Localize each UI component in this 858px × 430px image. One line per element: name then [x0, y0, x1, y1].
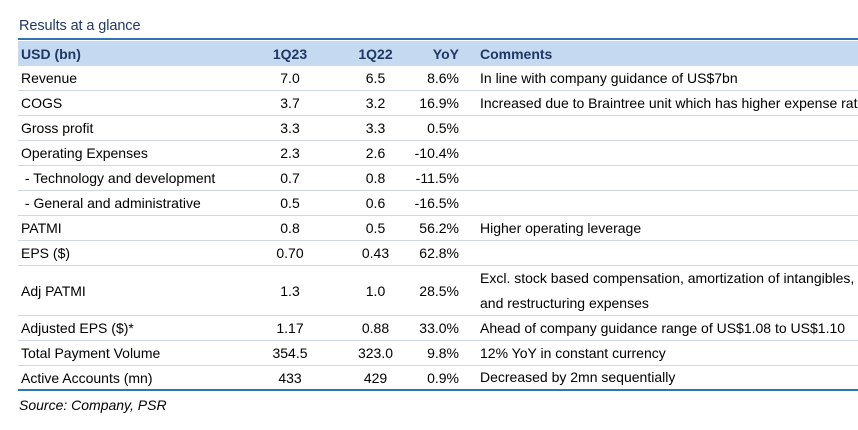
row-comment: Higher operating leverage [480, 219, 642, 236]
row-label: Operating Expenses [21, 145, 148, 161]
row-1q22: 0.6 [365, 195, 386, 211]
table-row: Operating Expenses 2.3 2.6 -10.4% [18, 141, 858, 166]
row-1q23: 3.3 [280, 120, 300, 136]
table-title: Results at a glance [19, 18, 141, 34]
row-label: Active Accounts (mn) [21, 369, 153, 386]
row-1q22: 3.2 [365, 95, 386, 111]
results-table: USD (bn) 1Q23 1Q22 YoY Comments Revenue … [18, 41, 858, 391]
row-1q23: 3.7 [280, 95, 300, 111]
row-1q22: 2.6 [365, 145, 386, 161]
row-1q23: 1.17 [276, 320, 304, 336]
row-yoy: 56.2% [419, 220, 459, 236]
row-yoy: 28.5% [419, 282, 459, 299]
row-label: Revenue [21, 70, 78, 86]
row-yoy: -10.4% [414, 145, 459, 161]
row-1q23: 0.5 [280, 195, 300, 211]
row-1q22: 429 [363, 369, 388, 386]
table-row: Revenue 7.0 6.5 8.6% In line with compan… [18, 66, 858, 91]
row-comment: Ahead of company guidance range of US$1.… [480, 319, 846, 336]
table-header: USD (bn) 1Q23 1Q22 YoY Comments [18, 41, 858, 66]
header-1q23: 1Q23 [272, 45, 308, 62]
row-yoy: 16.9% [419, 95, 459, 111]
row-1q23: 0.70 [276, 245, 304, 261]
row-1q22: 0.8 [365, 170, 386, 186]
row-yoy: 9.8% [427, 345, 459, 361]
table-row: Total Payment Volume 354.5 323.0 9.8% 12… [18, 341, 858, 366]
row-1q22: 1.0 [365, 282, 386, 299]
table-row: - Technology and development 0.7 0.8 -11… [18, 166, 858, 191]
table-row: PATMI 0.8 0.5 56.2% Higher operating lev… [18, 216, 858, 241]
row-1q23: 354.5 [272, 345, 308, 361]
table-row: Adj PATMI 1.3 1.0 28.5% Excl. stock base… [18, 266, 858, 316]
row-label: PATMI [21, 220, 62, 236]
source-note: Source: Company, PSR [19, 397, 167, 413]
table-row: Gross profit 3.3 3.3 0.5% [18, 116, 858, 141]
row-1q22: 3.3 [365, 120, 386, 136]
row-comment: Decreased by 2mn sequentially [480, 369, 676, 385]
header-label: USD (bn) [21, 45, 81, 62]
row-1q22: 6.5 [365, 70, 386, 86]
header-1q22: 1Q22 [358, 45, 393, 62]
row-1q23: 433 [278, 369, 302, 386]
row-yoy: 0.9% [427, 369, 459, 386]
row-1q23: 1.3 [280, 282, 300, 299]
header-yoy: YoY [432, 45, 459, 62]
row-yoy: -11.5% [415, 170, 459, 186]
top-rule [18, 38, 858, 40]
row-label: - General and administrative [21, 195, 201, 211]
table-row: Adjusted EPS ($)* 1.17 0.88 33.0% Ahead … [18, 316, 858, 341]
row-1q22: 323.0 [357, 345, 394, 361]
row-comment: In line with company guidance of US$7bn [480, 69, 738, 86]
row-1q22: 0.43 [361, 245, 390, 261]
row-yoy: -16.5% [414, 195, 459, 211]
table-row: - General and administrative 0.5 0.6 -16… [18, 191, 858, 216]
row-label: - Technology and development [21, 170, 216, 186]
row-label: EPS ($) [21, 245, 71, 261]
row-yoy: 33.0% [419, 320, 459, 336]
row-comment: Increased due to Braintree unit which ha… [480, 94, 858, 111]
row-label: Adj PATMI [21, 282, 86, 299]
row-1q22: 0.88 [361, 320, 390, 336]
table-row: COGS 3.7 3.2 16.9% Increased due to Brai… [18, 91, 858, 116]
row-comment: 12% YoY in constant currency [480, 344, 666, 361]
row-1q23: 7.0 [280, 70, 300, 86]
row-comment-multiline: Excl. stock based compensation, amortiza… [461, 266, 858, 316]
row-comment-line-2: and restructuring expenses [480, 294, 649, 311]
table-row: Active Accounts (mn) 433 429 0.9% Decrea… [18, 366, 858, 391]
row-label: Gross profit [21, 120, 94, 136]
row-yoy: 62.8% [419, 245, 459, 261]
row-label: COGS [21, 95, 63, 111]
row-comment-line-1: Excl. stock based compensation, amortiza… [480, 269, 855, 286]
row-yoy: 0.5% [427, 120, 459, 136]
row-1q22: 0.5 [365, 220, 386, 236]
table-row: EPS ($) 0.70 0.43 62.8% [18, 241, 858, 266]
row-yoy: 8.6% [427, 70, 459, 86]
header-comments: Comments [480, 45, 553, 62]
row-label: Adjusted EPS ($)* [21, 320, 134, 336]
row-label: Total Payment Volume [21, 345, 161, 361]
row-1q23: 0.7 [280, 170, 300, 186]
row-1q23: 2.3 [280, 145, 300, 161]
row-1q23: 0.8 [280, 220, 300, 236]
